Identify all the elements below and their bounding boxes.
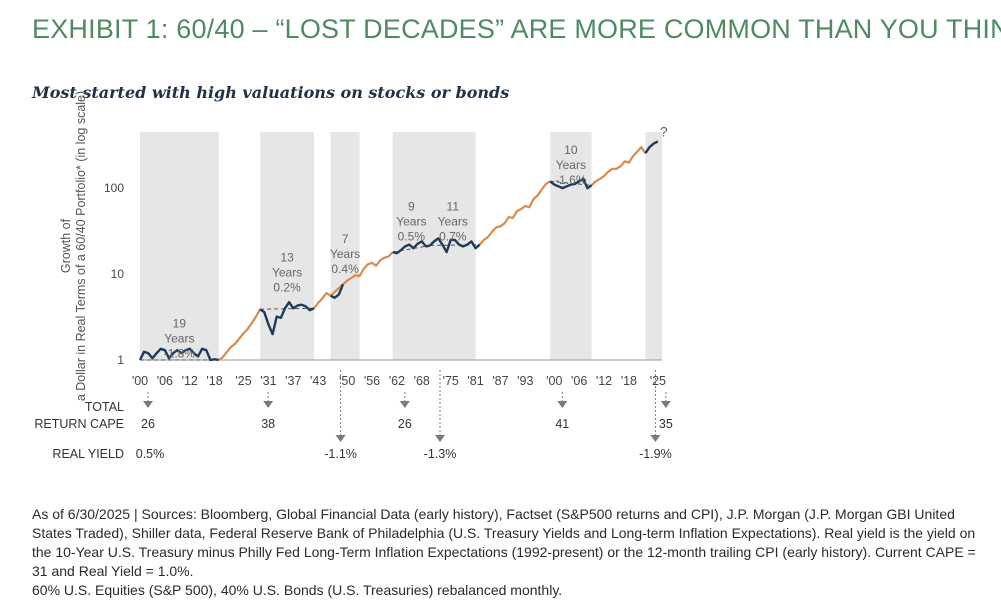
lost-decade-band-4 bbox=[430, 132, 476, 360]
chart-svg: 1 10 100 Growth ofa Dollar in Real Terms of… bbox=[34, 91, 673, 461]
x-tick-label-1: '06 bbox=[157, 374, 173, 388]
x-tick-label-20: '25 bbox=[650, 374, 666, 388]
real-yield-arrow-2-head bbox=[435, 435, 445, 442]
dashed-trend-line-3 bbox=[392, 245, 431, 253]
cape-value-4: 35 bbox=[659, 417, 673, 431]
real-yield-value-0: 0.5% bbox=[136, 447, 165, 461]
y-axis-label-line-1: Growth of bbox=[59, 218, 73, 273]
cape-value-3: 41 bbox=[555, 417, 569, 431]
band-label-return-5: -1.6% bbox=[555, 173, 587, 187]
label-layer: 19Years-1.8%13Years0.2%7Years0.4%9Years0… bbox=[164, 123, 668, 360]
series-layer bbox=[138, 140, 659, 362]
lost-decade-band-5 bbox=[550, 132, 592, 360]
lost-decade-line-4 bbox=[392, 240, 431, 255]
cape-label-line-1: TOTAL bbox=[85, 400, 124, 414]
band-label-years-count-4: 11 bbox=[447, 199, 460, 213]
lost-decade-band-6 bbox=[645, 132, 662, 360]
band-label-years-word-1: Years bbox=[272, 266, 302, 280]
cape-arrow-0-head bbox=[143, 401, 153, 408]
lost-decade-band-2 bbox=[330, 132, 360, 360]
lost-decade-line-6 bbox=[549, 177, 593, 190]
x-tick-label-3: '18 bbox=[206, 374, 222, 388]
cape-arrow-3-head bbox=[557, 401, 568, 408]
exhibit-title: EXHIBIT 1: 60/40 – “LOST DECADES” ARE MO… bbox=[32, 14, 1001, 44]
band-label-years-count-0: 19 bbox=[173, 316, 187, 330]
band-label-years-word-4: Years bbox=[438, 214, 468, 228]
cape-value-1: 38 bbox=[261, 417, 275, 431]
footnote: As of 6/30/2025 | Sources: Bloomberg, Gl… bbox=[32, 505, 982, 600]
cape-label-line-2: RETURN CAPE bbox=[34, 417, 124, 431]
x-tick-label-18: '12 bbox=[596, 374, 612, 388]
lost-decade-line-7 bbox=[644, 140, 659, 154]
x-tick-label-16: '00 bbox=[546, 374, 562, 388]
x-tick-label-11: '68 bbox=[414, 374, 430, 388]
bottom-table: TOTAL RETURN CAPE REAL YIELD 26 38 26 41 35 0.5%… bbox=[34, 370, 673, 461]
band-label-years-count-1: 13 bbox=[280, 251, 294, 265]
cape-value-0: 26 bbox=[141, 417, 155, 431]
band-label-years-word-3: Years bbox=[396, 214, 426, 228]
x-tick-label-14: '87 bbox=[492, 374, 508, 388]
chart-subtitle: Most started with high valuations on sto… bbox=[32, 83, 510, 102]
x-tick-label-4: '25 bbox=[235, 374, 251, 388]
x-tick-label-13: '81 bbox=[467, 374, 483, 388]
real-yield-label: REAL YIELD bbox=[52, 447, 124, 461]
lost-decade-line-3 bbox=[330, 283, 345, 299]
y-axis-label-line-2: a Dollar in Real Terms of a 60/40 Portfo… bbox=[74, 91, 88, 401]
band-label-years-count-5: 10 bbox=[564, 143, 578, 157]
footnote-portfolio: 60% U.S. Equities (S&P 500), 40% U.S. Bo… bbox=[32, 582, 563, 598]
y-tick-label-1: 10 bbox=[111, 267, 125, 281]
x-tick-label-12: '75 bbox=[443, 374, 459, 388]
y-tick-label-0: 1 bbox=[117, 353, 124, 367]
cape-arrow-1-head bbox=[263, 401, 274, 408]
band-label-years-count-3: 9 bbox=[408, 199, 415, 213]
lost-decade-band-0 bbox=[140, 132, 219, 360]
x-tick-label-7: '43 bbox=[310, 374, 326, 388]
axes-layer: 1 10 100 Growth ofa Dollar in Real Terms of… bbox=[59, 91, 666, 401]
x-tick-label-0: '00 bbox=[132, 374, 148, 388]
band-label-return-4: 0.7% bbox=[439, 229, 467, 243]
band-label-years-word-0: Years bbox=[164, 331, 194, 345]
cape-arrow-4-head bbox=[660, 401, 671, 408]
y-axis-label: Growth ofa Dollar in Real Terms of a 60/… bbox=[59, 91, 88, 401]
real-yield-arrow-3-head bbox=[650, 435, 661, 442]
dashed-trend-line-4 bbox=[429, 244, 480, 246]
x-tick-label-19: '18 bbox=[621, 374, 637, 388]
cape-value-2: 26 bbox=[398, 417, 412, 431]
real-yield-value-3: -1.9% bbox=[639, 447, 672, 461]
band-label-return-0: -1.8% bbox=[164, 346, 196, 360]
x-tick-label-8: '50 bbox=[339, 374, 355, 388]
band-label-return-2: 0.4% bbox=[331, 262, 359, 276]
band-label-years-word-2: Years bbox=[330, 247, 360, 261]
x-tick-label-2: '12 bbox=[182, 374, 198, 388]
cape-arrow-2-head bbox=[399, 401, 410, 408]
x-tick-label-17: '06 bbox=[571, 374, 587, 388]
x-tick-label-10: '62 bbox=[389, 374, 405, 388]
dashed-trend-line-1 bbox=[260, 307, 315, 310]
band-label-return-1: 0.2% bbox=[273, 281, 301, 295]
lost-decade-line-5 bbox=[429, 237, 481, 254]
lost-decade-band-1 bbox=[260, 132, 314, 360]
x-tick-label-5: '31 bbox=[260, 374, 276, 388]
x-tick-label-9: '56 bbox=[364, 374, 380, 388]
real-yield-value-2: -1.3% bbox=[424, 447, 457, 461]
band-label-years-word-5: Years bbox=[556, 158, 586, 172]
lost-decade-line-2 bbox=[259, 301, 315, 336]
x-tick-label-6: '37 bbox=[285, 374, 301, 388]
footnote-sources: As of 6/30/2025 | Sources: Bloomberg, Gl… bbox=[32, 506, 976, 579]
y-tick-label-2: 100 bbox=[104, 181, 124, 195]
shade-layer bbox=[140, 132, 662, 360]
band-label-question-6: ? bbox=[660, 123, 668, 139]
real-yield-value-1: -1.1% bbox=[324, 447, 357, 461]
real-yield-arrow-1-head bbox=[335, 435, 346, 442]
band-label-return-3: 0.5% bbox=[398, 229, 426, 243]
lost-decade-line-1 bbox=[138, 347, 219, 362]
x-tick-label-15: '93 bbox=[517, 374, 533, 388]
band-label-years-count-2: 7 bbox=[342, 232, 349, 246]
growth-line-0 bbox=[218, 146, 647, 361]
